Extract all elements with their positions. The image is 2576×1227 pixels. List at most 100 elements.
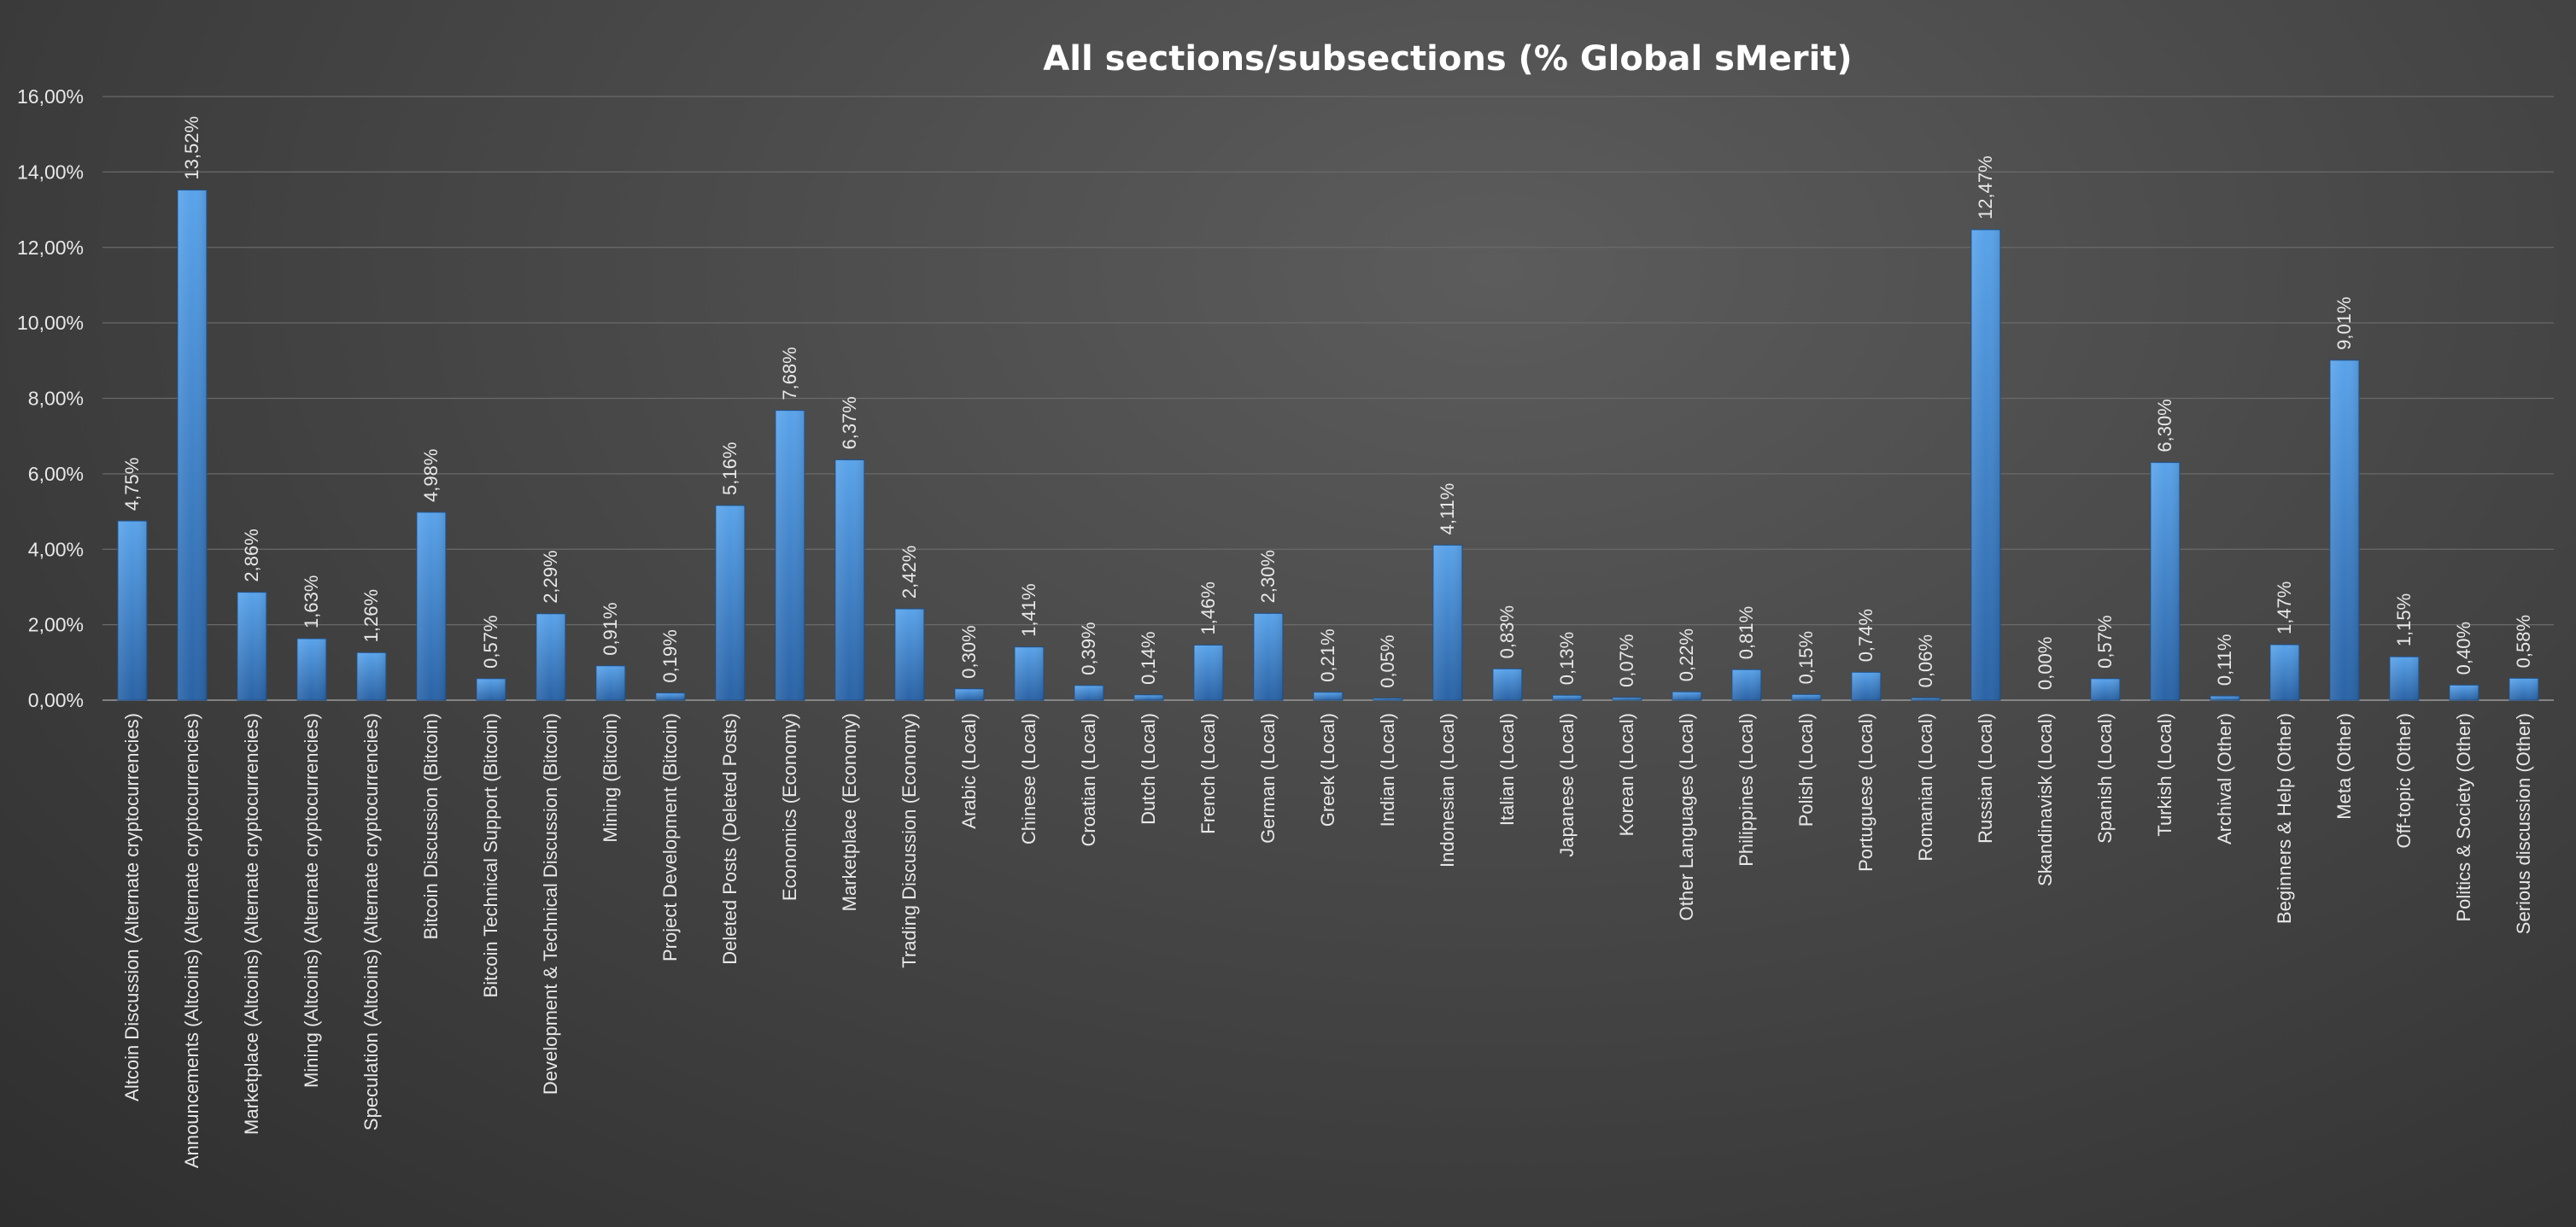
bar-highlight bbox=[1792, 694, 1821, 700]
category-label: Philippines (Local) bbox=[1736, 713, 1757, 867]
data-label: 0,91% bbox=[600, 602, 621, 655]
data-label: 0,58% bbox=[2513, 615, 2534, 668]
bar-highlight bbox=[1672, 692, 1701, 700]
data-label: 0,57% bbox=[480, 615, 501, 668]
bar-highlight bbox=[1912, 698, 1941, 700]
category-label: Portuguese (Local) bbox=[1855, 713, 1876, 872]
bar-highlight bbox=[1194, 645, 1223, 700]
bars bbox=[117, 190, 2539, 701]
category-label: Korean (Local) bbox=[1616, 713, 1637, 836]
data-label: 0,57% bbox=[2094, 615, 2116, 668]
category-label: Bitcoin Discussion (Bitcoin) bbox=[420, 713, 442, 939]
category-label: Marketplace (Economy) bbox=[839, 713, 860, 911]
data-label: 0,11% bbox=[2214, 634, 2235, 686]
category-label: Archival (Other) bbox=[2214, 713, 2235, 844]
category-label: Indian (Local) bbox=[1377, 713, 1398, 827]
category-label: Development & Technical Discussion (Bitc… bbox=[540, 713, 561, 1095]
bar-highlight bbox=[1971, 229, 2000, 700]
bar-highlight bbox=[178, 190, 207, 700]
bar-highlight bbox=[895, 609, 924, 700]
data-label: 0,07% bbox=[1616, 634, 1637, 687]
category-label: Beginners & Help (Other) bbox=[2274, 713, 2295, 924]
bar-highlight bbox=[596, 665, 625, 700]
y-axis-ticks: 0,00% 2,00% 4,00% 6,00% 8,00% 10,00% 12,00% 14,… bbox=[17, 85, 84, 711]
category-label: Dutch (Local) bbox=[1138, 713, 1159, 825]
category-label: Mining (Altcoins) (Alternate cryptocurre… bbox=[301, 713, 322, 1088]
data-label: 0,83% bbox=[1496, 605, 1518, 658]
category-label: Meta (Other) bbox=[2333, 713, 2355, 820]
y-tick-label: 4,00% bbox=[28, 538, 84, 560]
y-tick-label: 10,00% bbox=[17, 312, 84, 334]
bar-highlight bbox=[955, 688, 984, 700]
bar-highlight bbox=[1852, 672, 1881, 700]
category-label: Altcoin Discussion (Alternate cryptocurr… bbox=[121, 713, 143, 1101]
data-label: 6,30% bbox=[2154, 399, 2175, 452]
data-label: 2,42% bbox=[899, 546, 920, 599]
bar-highlight bbox=[2151, 462, 2180, 700]
bar-highlight bbox=[417, 511, 446, 700]
data-label: 2,86% bbox=[241, 529, 262, 581]
data-label: 0,22% bbox=[1676, 628, 1697, 681]
bar-highlight bbox=[1015, 646, 1044, 700]
data-label: 6,37% bbox=[839, 396, 860, 449]
bar-highlight bbox=[297, 638, 326, 700]
bar-highlight bbox=[536, 613, 565, 700]
data-label: 0,40% bbox=[2453, 622, 2474, 675]
data-label: 1,63% bbox=[301, 576, 322, 628]
category-label: German (Local) bbox=[1257, 713, 1279, 844]
category-label: Trading Discussion (Economy) bbox=[899, 713, 920, 968]
data-label: 12,47% bbox=[1975, 155, 1996, 219]
bar-highlight bbox=[835, 459, 864, 700]
bar-highlight bbox=[1732, 669, 1761, 700]
bar-highlight bbox=[1433, 545, 1462, 700]
data-label: 0,74% bbox=[1855, 609, 1876, 662]
data-label: 2,30% bbox=[1257, 550, 1279, 603]
category-label: Arabic (Local) bbox=[958, 713, 980, 829]
category-label: Off-topic (Other) bbox=[2393, 713, 2415, 849]
y-tick-label: 14,00% bbox=[17, 161, 84, 183]
category-label: Russian (Local) bbox=[1975, 713, 1996, 844]
data-label: 0,21% bbox=[1317, 628, 1338, 681]
data-label: 1,15% bbox=[2393, 593, 2415, 646]
bar-highlight bbox=[2210, 696, 2239, 700]
bar-highlight bbox=[2330, 359, 2359, 700]
category-label: Japanese (Local) bbox=[1556, 713, 1578, 857]
bar-highlight bbox=[716, 505, 745, 700]
data-label: 4,98% bbox=[420, 449, 442, 502]
data-label: 0,14% bbox=[1138, 631, 1159, 684]
data-label: 0,30% bbox=[958, 625, 980, 678]
category-label: French (Local) bbox=[1197, 713, 1219, 834]
bar-highlight bbox=[656, 692, 685, 700]
bar-highlight bbox=[2091, 678, 2120, 700]
category-labels: Altcoin Discussion (Alternate cryptocurr… bbox=[121, 713, 2534, 1168]
category-label: Announcements (Altcoins) (Alternate cryp… bbox=[181, 713, 202, 1168]
category-label: Greek (Local) bbox=[1317, 713, 1338, 827]
y-tick-label: 12,00% bbox=[17, 237, 84, 259]
category-label: Bitcoin Technical Support (Bitcoin) bbox=[480, 713, 501, 997]
bar-highlight bbox=[237, 592, 266, 700]
data-label: 1,41% bbox=[1018, 583, 1039, 636]
data-label: 9,01% bbox=[2333, 296, 2355, 349]
bar-highlight bbox=[1254, 613, 1283, 700]
category-label: Polish (Local) bbox=[1795, 713, 1817, 827]
data-label: 1,47% bbox=[2274, 581, 2295, 634]
bar-highlight bbox=[776, 410, 805, 700]
data-label: 1,26% bbox=[360, 589, 382, 642]
bar-highlight bbox=[1373, 698, 1402, 700]
data-label: 13,52% bbox=[181, 116, 202, 180]
data-label: 0,05% bbox=[1377, 634, 1398, 687]
category-label: Croatian (Local) bbox=[1078, 713, 1099, 847]
category-label: Economics (Economy) bbox=[779, 713, 800, 901]
bar-highlight bbox=[118, 521, 147, 700]
y-tick-label: 6,00% bbox=[28, 463, 84, 485]
y-tick-label: 0,00% bbox=[28, 689, 84, 711]
data-label: 2,29% bbox=[540, 550, 561, 603]
category-label: Deleted Posts (Deleted Posts) bbox=[719, 713, 741, 965]
bar-highlight bbox=[477, 678, 506, 700]
category-label: Romanian (Local) bbox=[1915, 713, 1936, 862]
bar-highlight bbox=[357, 652, 386, 700]
category-label: Serious discussion (Other) bbox=[2513, 713, 2534, 934]
data-label: 0,39% bbox=[1078, 622, 1099, 675]
